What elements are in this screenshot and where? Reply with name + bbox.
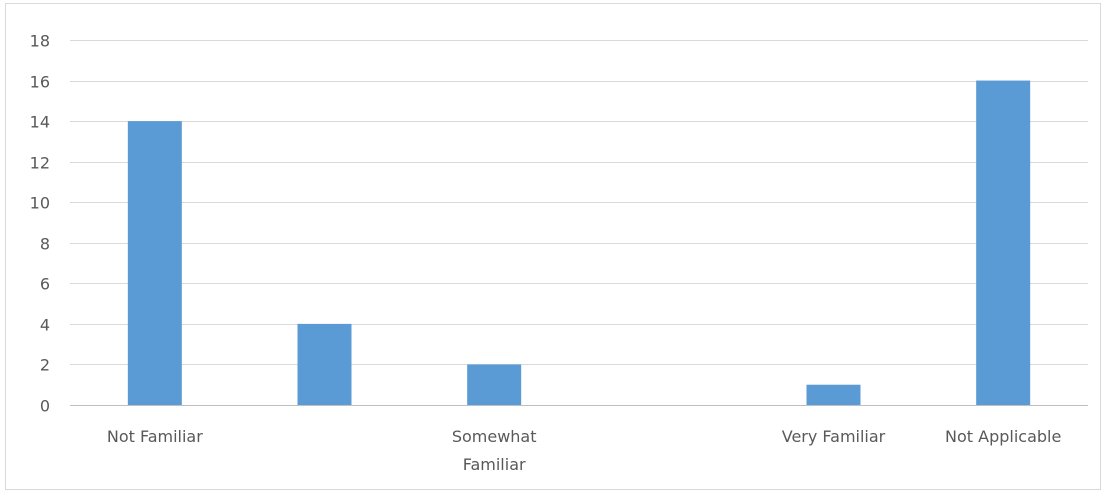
x-category-label: Not Familiar xyxy=(107,427,203,446)
y-tick-label: 6 xyxy=(40,275,50,294)
y-tick-label: 8 xyxy=(40,235,50,254)
bar xyxy=(467,364,522,405)
x-category-label: Somewhat Familiar xyxy=(452,427,537,474)
bar xyxy=(297,323,352,405)
y-tick-label: 0 xyxy=(40,397,50,416)
x-category-label-line: Not Familiar xyxy=(107,427,203,446)
y-tick-label: 16 xyxy=(30,73,50,92)
x-category-label-line: Very Familiar xyxy=(782,427,886,446)
y-tick-label: 14 xyxy=(30,113,50,132)
bar-chart: 0 2 4 6 8 10 12 14 16 18 Not Familiar Somewhat Fami… xyxy=(30,32,1088,474)
y-tick-label: 10 xyxy=(30,194,50,213)
y-axis-ticks: 0 2 4 6 8 10 12 14 16 18 xyxy=(30,32,50,416)
x-category-label-line: Somewhat xyxy=(452,427,537,446)
bar xyxy=(806,384,861,405)
y-tick-label: 2 xyxy=(40,356,50,375)
y-tick-label: 12 xyxy=(30,154,50,173)
x-category-label-line: Familiar xyxy=(463,455,526,474)
chart-frame: 0 2 4 6 8 10 12 14 16 18 Not Familiar Somewhat Fami… xyxy=(5,3,1101,490)
x-category-label-line: Not Applicable xyxy=(945,427,1061,446)
x-category-label: Very Familiar xyxy=(782,427,886,446)
bar xyxy=(976,80,1031,406)
bar xyxy=(127,121,182,405)
x-axis-labels: Not Familiar Somewhat Familiar Very Familia… xyxy=(107,427,1061,474)
y-tick-label: 18 xyxy=(30,32,50,51)
x-category-label: Not Applicable xyxy=(945,427,1061,446)
gridlines xyxy=(70,40,1088,406)
y-tick-label: 4 xyxy=(40,316,50,335)
bars xyxy=(127,80,1031,406)
